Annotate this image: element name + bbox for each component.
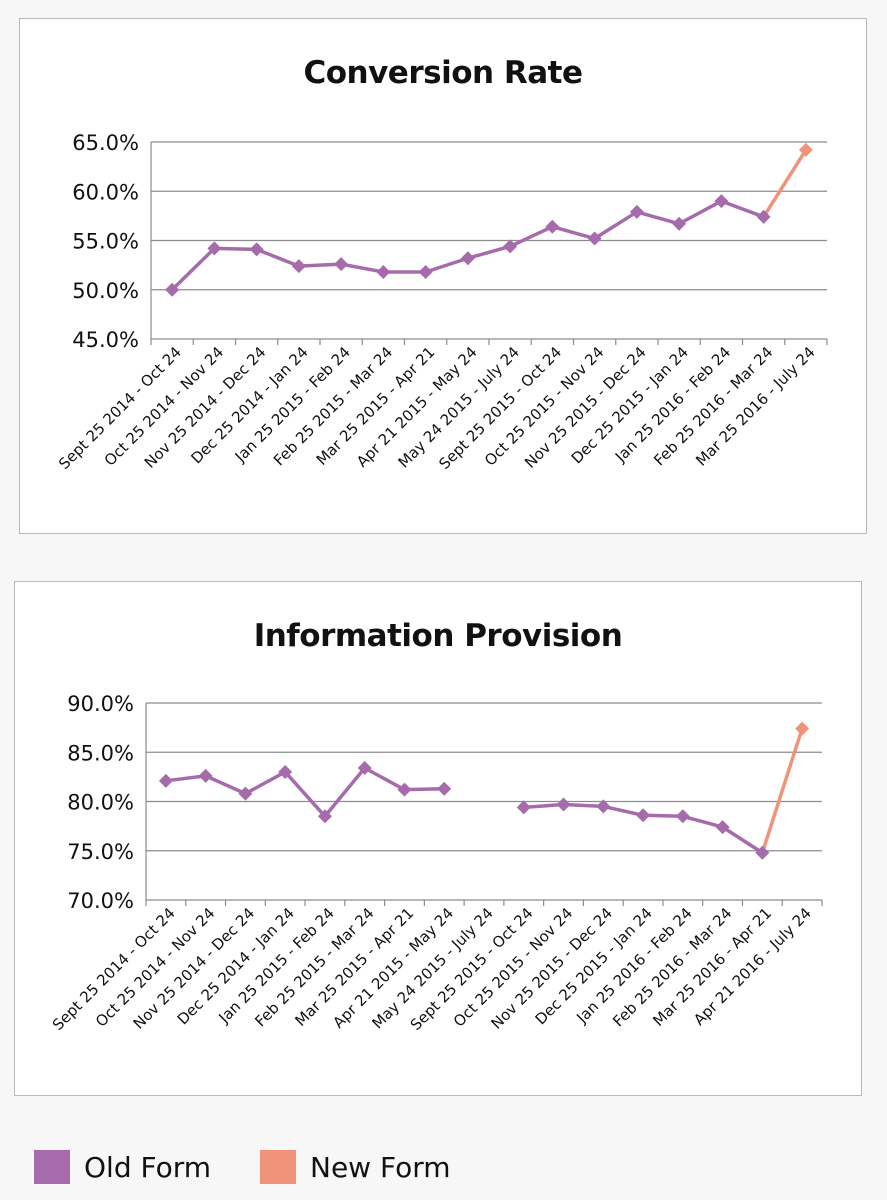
legend-item-new-form: New Form — [260, 1150, 520, 1186]
data-point-old-form — [629, 204, 644, 219]
legend-item-old-form: Old Form — [34, 1150, 254, 1186]
data-point-old-form — [198, 768, 213, 783]
conversion-rate-chart: Conversion Rate 45.0% 50.0% 55.0% 60.0% 65.0… — [19, 18, 867, 534]
legend-label-new-form: New Form — [310, 1151, 451, 1184]
data-point-old-form — [755, 845, 770, 860]
y-tick-label: 65.0% — [72, 131, 139, 155]
data-point-old-form — [249, 242, 264, 257]
y-tick-label: 55.0% — [72, 230, 139, 254]
data-point-old-form — [636, 808, 651, 823]
data-point-old-form — [596, 799, 611, 814]
data-point-old-form — [503, 239, 518, 254]
data-point-old-form — [672, 216, 687, 231]
y-tick-label: 80.0% — [67, 791, 134, 815]
y-tick-label: 50.0% — [72, 279, 139, 303]
data-point-old-form — [376, 265, 391, 280]
data-point-old-form — [291, 259, 306, 274]
y-tick-label: 85.0% — [67, 741, 134, 765]
data-point-old-form — [556, 797, 571, 812]
data-point-old-form — [207, 241, 222, 256]
series-line-new-form — [762, 148, 808, 218]
data-point-old-form — [437, 781, 452, 796]
data-point-old-form — [714, 194, 729, 209]
data-point-old-form — [158, 773, 173, 788]
y-tick-label: 60.0% — [72, 180, 139, 204]
legend-label-old-form: Old Form — [84, 1151, 212, 1184]
data-point-old-form — [278, 764, 293, 779]
y-tick-label: 90.0% — [67, 692, 134, 716]
data-point-old-form — [357, 761, 372, 776]
y-tick-label: 70.0% — [67, 889, 134, 913]
data-point-old-form — [460, 251, 475, 266]
data-point-old-form — [545, 219, 560, 234]
data-point-new-form — [798, 142, 813, 157]
series-line-new-form — [760, 728, 804, 854]
data-point-old-form — [397, 782, 412, 797]
data-point-old-form — [238, 786, 253, 801]
chart-title: Conversion Rate — [303, 55, 583, 91]
series-line-old-form — [170, 199, 765, 292]
data-point-old-form — [516, 800, 531, 815]
data-point-old-form — [317, 809, 332, 824]
chart-title: Information Provision — [253, 618, 623, 654]
data-point-old-form — [675, 809, 690, 824]
data-point-old-form — [165, 282, 180, 297]
chart-legend: Old Form New Form — [34, 1150, 854, 1186]
information-provision-plot: 70.0%75.0%80.0%85.0%90.0%Sept 25 2014 - … — [49, 692, 823, 1034]
y-tick-label: 45.0% — [72, 328, 139, 352]
data-point-new-form — [795, 721, 810, 736]
data-point-old-form — [756, 209, 771, 224]
data-point-old-form — [587, 231, 602, 246]
data-point-old-form — [418, 265, 433, 280]
information-provision-chart: Information Provision 70.0% 75.0% 80.0% 85.… — [14, 581, 862, 1096]
series-line-old-form — [165, 766, 445, 819]
y-tick-label: 75.0% — [67, 840, 134, 864]
legend-swatch-old-form — [34, 1150, 70, 1184]
data-point-old-form — [334, 257, 349, 272]
legend-swatch-new-form — [260, 1150, 296, 1184]
data-point-old-form — [715, 820, 730, 835]
conversion-rate-plot: 45.0%50.0%55.0%60.0%65.0%Sept 25 2014 - … — [55, 131, 828, 473]
